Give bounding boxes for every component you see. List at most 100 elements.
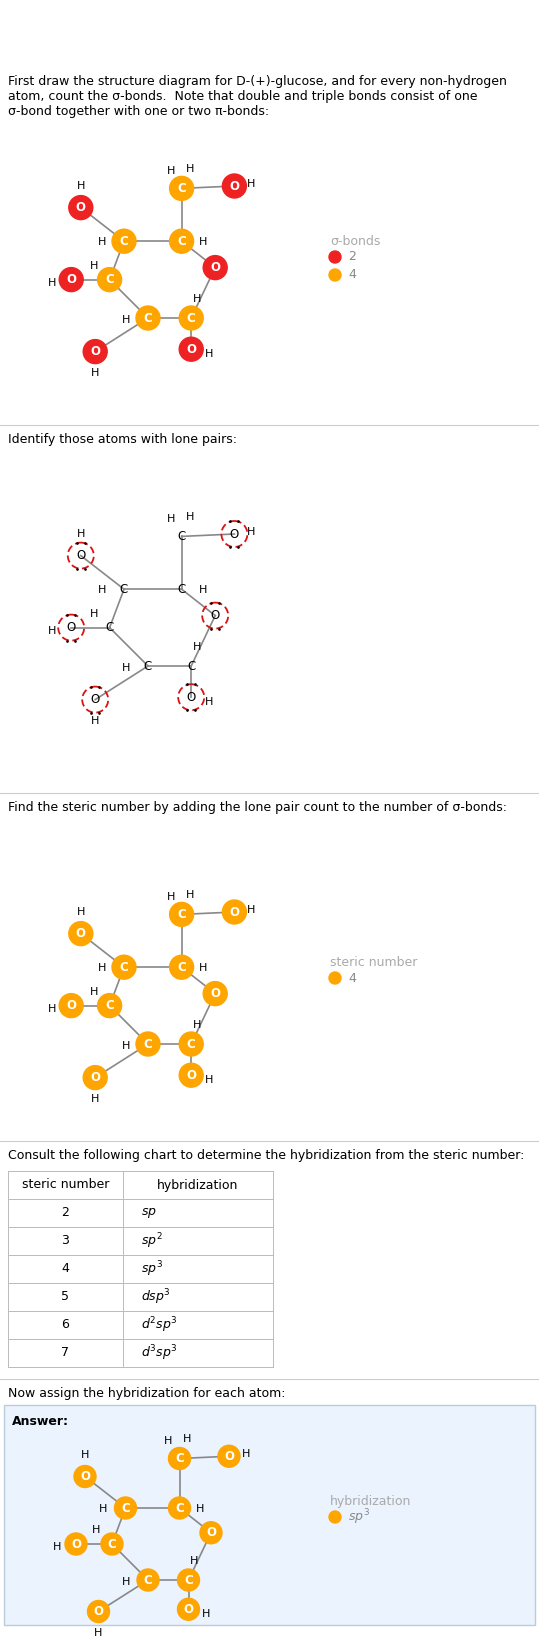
Text: H: H bbox=[164, 1437, 172, 1446]
Text: H: H bbox=[185, 891, 194, 901]
Text: 4: 4 bbox=[61, 1263, 70, 1276]
Circle shape bbox=[179, 1032, 203, 1057]
Text: O: O bbox=[71, 1538, 81, 1551]
Text: H: H bbox=[247, 527, 255, 537]
Text: $sp^{3}$: $sp^{3}$ bbox=[141, 1260, 163, 1279]
Text: O: O bbox=[67, 621, 76, 634]
Circle shape bbox=[59, 994, 83, 1017]
Text: hybridization: hybridization bbox=[157, 1178, 239, 1191]
Text: H: H bbox=[205, 698, 213, 708]
Circle shape bbox=[98, 994, 122, 1017]
Text: O: O bbox=[76, 927, 86, 940]
Text: C: C bbox=[177, 907, 186, 921]
Text: 5: 5 bbox=[61, 1291, 70, 1304]
Text: σ-bonds: σ-bonds bbox=[330, 234, 381, 247]
Text: C: C bbox=[177, 182, 186, 195]
Text: H: H bbox=[89, 609, 98, 619]
Text: H: H bbox=[193, 642, 202, 652]
Text: $dsp^{3}$: $dsp^{3}$ bbox=[141, 1287, 171, 1307]
Text: H: H bbox=[77, 529, 85, 539]
Circle shape bbox=[200, 1522, 222, 1543]
Text: hybridization: hybridization bbox=[330, 1495, 411, 1509]
Text: Now assign the hybridization for each atom:: Now assign the hybridization for each at… bbox=[8, 1387, 286, 1400]
Text: C: C bbox=[120, 962, 128, 973]
Text: steric number: steric number bbox=[22, 1178, 109, 1191]
Text: H: H bbox=[122, 1577, 130, 1587]
Text: Find the steric number by adding the lone pair count to the number of σ-bonds:: Find the steric number by adding the lon… bbox=[8, 801, 507, 814]
Circle shape bbox=[169, 1448, 190, 1469]
Text: O: O bbox=[93, 1605, 103, 1618]
Text: H: H bbox=[196, 1504, 205, 1514]
Text: H: H bbox=[167, 167, 175, 177]
Circle shape bbox=[114, 1497, 136, 1518]
Text: Answer:: Answer: bbox=[12, 1415, 69, 1428]
Text: C: C bbox=[144, 660, 152, 673]
Circle shape bbox=[69, 195, 93, 219]
Text: O: O bbox=[186, 1068, 196, 1081]
Text: $sp$: $sp$ bbox=[141, 1206, 157, 1220]
Text: $sp^{2}$: $sp^{2}$ bbox=[141, 1232, 163, 1251]
Text: H: H bbox=[122, 1042, 130, 1052]
Text: H: H bbox=[53, 1541, 61, 1551]
Text: O: O bbox=[80, 1469, 90, 1482]
Text: H: H bbox=[99, 1504, 108, 1514]
Text: H: H bbox=[48, 1004, 57, 1014]
Text: H: H bbox=[247, 179, 255, 188]
Circle shape bbox=[136, 306, 160, 329]
Circle shape bbox=[177, 1599, 199, 1620]
Text: C: C bbox=[175, 1451, 184, 1464]
Text: C: C bbox=[175, 1502, 184, 1515]
Text: C: C bbox=[187, 311, 196, 324]
Circle shape bbox=[329, 971, 341, 984]
Text: H: H bbox=[185, 513, 194, 523]
Text: First draw the structure diagram for D-(+)-glucose, and for every non-hydrogen
a: First draw the structure diagram for D-(… bbox=[8, 75, 507, 118]
Circle shape bbox=[218, 1445, 240, 1468]
Circle shape bbox=[170, 903, 194, 927]
Text: O: O bbox=[91, 693, 100, 706]
Text: O: O bbox=[224, 1450, 234, 1463]
Text: O: O bbox=[76, 201, 86, 215]
Text: O: O bbox=[66, 274, 76, 287]
Text: H: H bbox=[183, 1435, 192, 1445]
Text: C: C bbox=[184, 1574, 193, 1587]
Circle shape bbox=[203, 981, 227, 1006]
Text: O: O bbox=[76, 549, 85, 562]
Circle shape bbox=[179, 306, 203, 329]
Text: H: H bbox=[205, 1075, 213, 1086]
Text: H: H bbox=[91, 1094, 99, 1104]
Text: H: H bbox=[91, 716, 99, 726]
Text: H: H bbox=[122, 663, 130, 673]
Text: $d^{3}sp^{3}$: $d^{3}sp^{3}$ bbox=[141, 1343, 178, 1363]
Text: H: H bbox=[198, 963, 207, 973]
Text: C: C bbox=[177, 234, 186, 247]
Text: H: H bbox=[77, 906, 85, 917]
Text: C: C bbox=[121, 1502, 130, 1515]
Text: H: H bbox=[190, 1556, 199, 1566]
Circle shape bbox=[203, 256, 227, 280]
Text: C: C bbox=[120, 583, 128, 596]
Text: Identify those atoms with lone pairs:: Identify those atoms with lone pairs: bbox=[8, 432, 237, 446]
Text: H: H bbox=[198, 238, 207, 247]
Text: H: H bbox=[167, 514, 175, 524]
Text: C: C bbox=[105, 274, 114, 287]
Text: H: H bbox=[242, 1450, 250, 1459]
Text: H: H bbox=[247, 906, 255, 916]
Text: 3: 3 bbox=[61, 1235, 70, 1248]
Text: H: H bbox=[98, 238, 106, 247]
Text: H: H bbox=[89, 986, 98, 996]
Text: H: H bbox=[91, 367, 99, 378]
Text: 4: 4 bbox=[348, 269, 356, 282]
Text: H: H bbox=[205, 349, 213, 359]
Text: O: O bbox=[186, 691, 196, 704]
Text: 2: 2 bbox=[348, 251, 356, 264]
Text: H: H bbox=[48, 626, 57, 636]
Circle shape bbox=[329, 1510, 341, 1523]
Text: O: O bbox=[206, 1527, 216, 1540]
Text: $sp^{3}$: $sp^{3}$ bbox=[348, 1507, 370, 1527]
Text: C: C bbox=[143, 1574, 153, 1587]
Circle shape bbox=[87, 1600, 109, 1623]
Text: C: C bbox=[143, 311, 153, 324]
Circle shape bbox=[101, 1533, 123, 1554]
Text: O: O bbox=[66, 999, 76, 1012]
Text: H: H bbox=[185, 164, 194, 174]
